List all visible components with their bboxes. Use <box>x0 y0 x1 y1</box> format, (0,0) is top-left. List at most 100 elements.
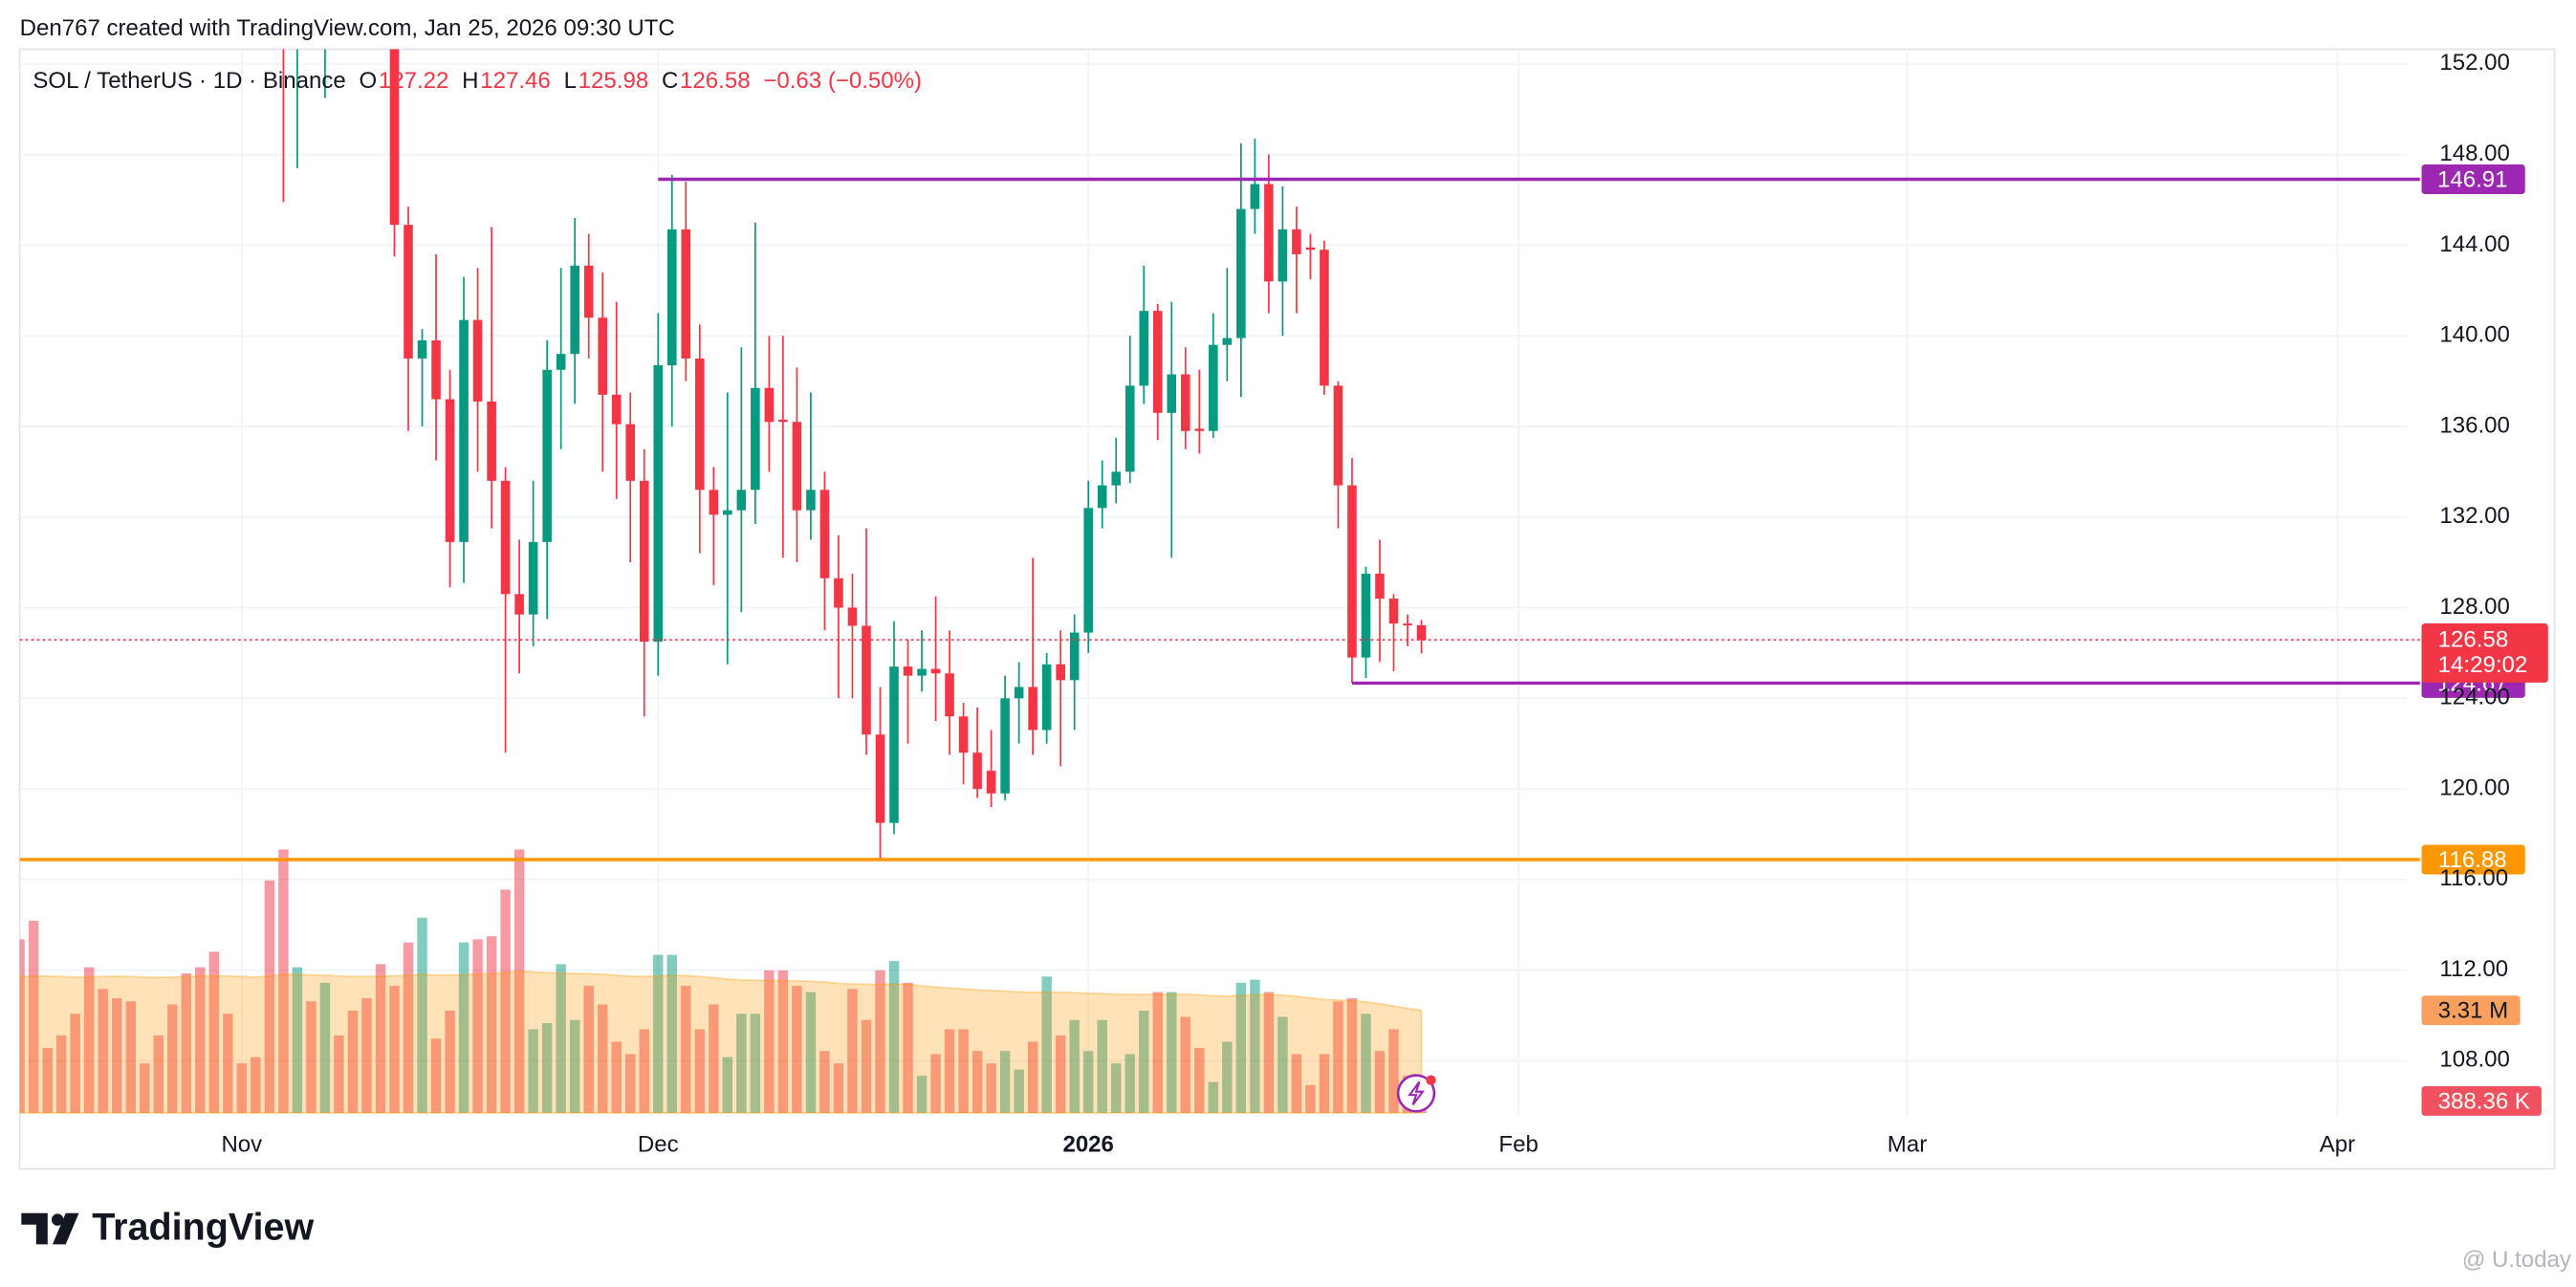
candle-body <box>598 317 607 395</box>
volume-bar <box>1374 1051 1386 1114</box>
volume-bar <box>1041 976 1052 1114</box>
candle-body <box>1388 599 1399 624</box>
last-price-box <box>2421 623 2548 683</box>
volume-bar <box>681 986 691 1114</box>
volume-bar <box>666 954 678 1114</box>
candle-body <box>1361 573 1371 658</box>
volume-bar <box>999 1051 1011 1114</box>
volume-bar <box>583 986 594 1114</box>
volume-bar <box>541 1022 553 1114</box>
volume-bar <box>903 982 913 1114</box>
volume-bar <box>556 964 566 1114</box>
volume-bar <box>181 973 192 1114</box>
volume-bar <box>55 1035 67 1114</box>
candle-body <box>1347 485 1357 658</box>
candle-body <box>625 424 636 481</box>
candle-body <box>611 394 622 425</box>
volume-bar <box>42 1047 53 1114</box>
candle-body <box>1097 485 1107 509</box>
volume-bar <box>819 1051 830 1114</box>
candle-body <box>514 594 524 615</box>
volume-bar <box>1194 1047 1205 1114</box>
volume-bar <box>1333 1001 1343 1114</box>
volume-bar <box>1291 1054 1302 1114</box>
volume-bar <box>417 917 427 1114</box>
y-tick-label: 136.00 <box>2439 412 2510 438</box>
legend: SOL / TetherUS · 1D · Binance O 127.22 H 12… <box>33 68 922 94</box>
candle-body <box>1277 229 1288 282</box>
brand-name: TradingView <box>92 1206 314 1248</box>
volume-bar <box>611 1041 622 1114</box>
volume-bar <box>1305 1084 1316 1114</box>
candle-body <box>431 339 441 400</box>
volume-bar <box>653 954 664 1114</box>
ohlc-key: O <box>359 68 377 94</box>
y-tick-label: 144.00 <box>2439 231 2510 257</box>
y-tick-label: 152.00 <box>2439 50 2510 76</box>
volume-bar <box>167 1004 178 1114</box>
candle-body <box>417 339 427 359</box>
symbol-title: SOL / TetherUS · 1D · Binance <box>33 68 345 94</box>
replay-icon[interactable] <box>1396 1074 1436 1113</box>
volume-bar <box>805 992 817 1114</box>
volume-bar <box>472 939 483 1114</box>
volume-bar <box>888 961 900 1114</box>
volume-bar <box>83 967 95 1114</box>
candle-body <box>847 607 858 626</box>
x-tick-label: 2026 <box>1062 1132 1113 1158</box>
countdown: 14:29:02 <box>2438 652 2528 678</box>
candle-body <box>778 419 788 423</box>
candle-body <box>1236 208 1246 338</box>
volume-bar <box>1250 979 1260 1114</box>
level-label-box <box>2421 844 2525 875</box>
volume-bar <box>528 1029 538 1114</box>
x-tick-label: Dec <box>638 1132 679 1158</box>
volume-bar <box>458 942 469 1114</box>
volume-ma-area <box>19 970 1423 1114</box>
volume-bar <box>403 942 414 1114</box>
candle-body <box>1375 573 1385 600</box>
volume-bar <box>445 1010 455 1114</box>
volume-bar <box>750 1014 761 1114</box>
candle-body <box>862 625 871 735</box>
candle-body <box>751 387 760 491</box>
volume-bar <box>1097 1019 1107 1114</box>
volume-bar <box>639 1029 649 1114</box>
candle-body <box>875 734 885 823</box>
x-tick-label: Mar <box>1888 1132 1927 1158</box>
level-label: 146.91 <box>2437 167 2508 193</box>
candle-body <box>1250 184 1260 209</box>
volume-bar <box>1263 992 1275 1114</box>
candle-body <box>583 265 594 318</box>
y-tick-label: 132.00 <box>2439 503 2510 529</box>
volume-label: 388.36 K <box>2438 1088 2530 1114</box>
candle-body <box>1181 374 1190 431</box>
volume-bar <box>916 1076 928 1114</box>
volume-bar <box>208 951 220 1114</box>
volume-bar <box>70 1014 80 1114</box>
volume-bar <box>944 1029 955 1114</box>
x-tick-label: Feb <box>1498 1132 1538 1158</box>
volume-bar <box>722 1057 733 1114</box>
volume-bar <box>195 967 206 1114</box>
level-label: 116.88 <box>2438 847 2507 873</box>
candle-body <box>500 480 511 595</box>
volume-bar <box>930 1054 941 1114</box>
candle-body <box>1056 664 1065 681</box>
attribution: Den767 created with TradingView.com, Jan… <box>20 15 675 41</box>
candle-pane <box>282 49 1427 861</box>
candle-body <box>1124 385 1135 472</box>
grid <box>19 49 2408 1117</box>
volume-bar <box>792 986 802 1114</box>
volume-bar <box>1319 1054 1330 1114</box>
candle-body <box>723 510 732 515</box>
volume-bar <box>597 1004 608 1114</box>
candle-body <box>472 319 483 402</box>
volume-bar <box>334 1035 344 1114</box>
watermark: @ U.today <box>2462 1247 2571 1273</box>
candle-body <box>445 399 455 542</box>
ohlc-value: 126.58 <box>680 68 751 94</box>
candle-body <box>1416 625 1427 641</box>
volume-bar <box>1277 1016 1288 1114</box>
